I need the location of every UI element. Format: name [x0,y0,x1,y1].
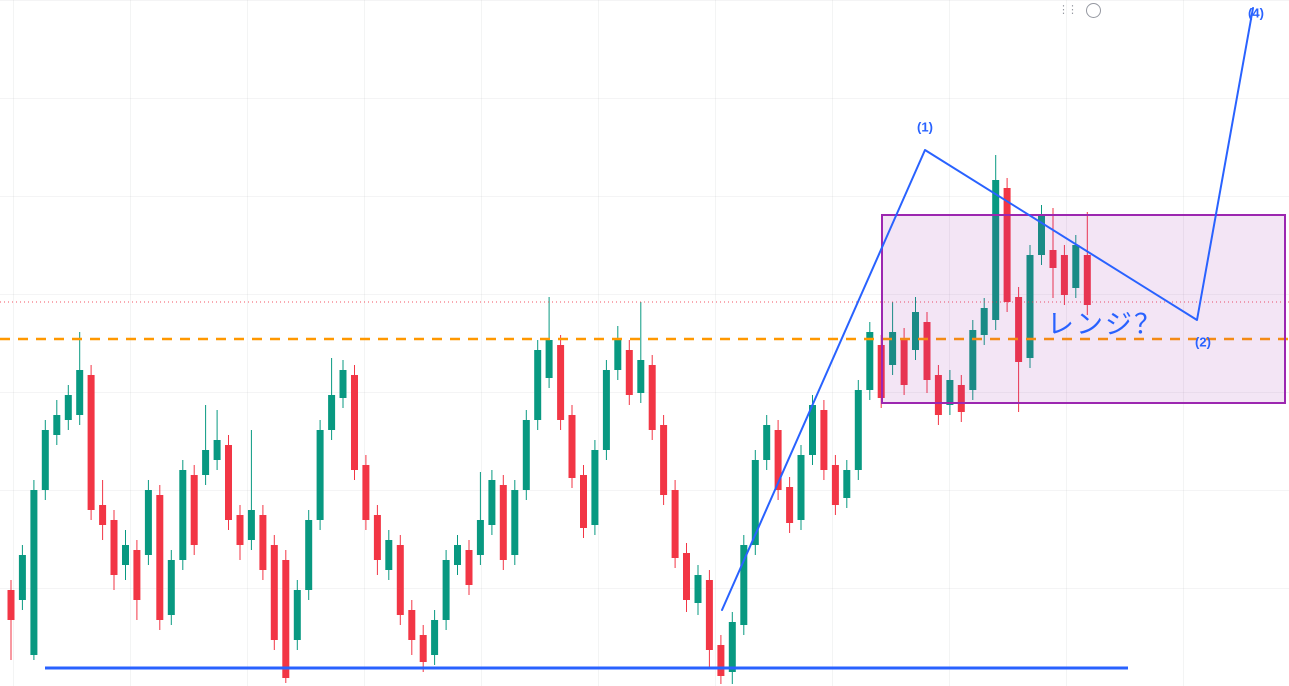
drag-handle-icon[interactable]: ⋮⋮ [1058,4,1078,16]
circle-icon[interactable] [1086,2,1101,18]
floating-toolbar[interactable]: ⋮⋮ [1058,2,1101,18]
wave-label-2[interactable]: (2) [1195,334,1211,350]
range-question-label[interactable]: レンジ？ [1047,309,1163,340]
wave-label-3[interactable]: (4) [1248,5,1264,21]
wave-label-1[interactable]: (1) [917,119,933,135]
